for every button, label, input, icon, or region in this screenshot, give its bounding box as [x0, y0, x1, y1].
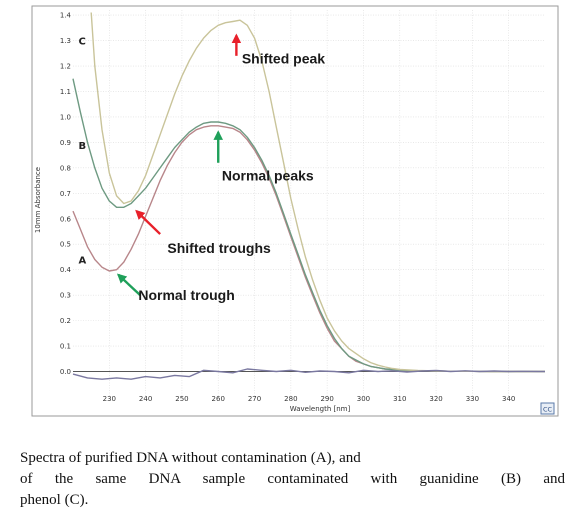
y-tick-label: 0.8 [60, 164, 71, 172]
y-tick-label: 0.5 [60, 241, 71, 249]
y-tick-label: 0.1 [60, 343, 71, 351]
x-tick-label: 260 [212, 395, 225, 403]
caption-line-1: Spectra of purified DNA without contamin… [20, 450, 361, 466]
x-tick-label: 320 [429, 395, 442, 403]
x-tick-label: 330 [466, 395, 479, 403]
series-labels: C B A [78, 37, 86, 267]
y-tick-label: 1.4 [60, 12, 72, 20]
x-tick-label: 280 [284, 395, 297, 403]
x-tick-label: 340 [502, 395, 515, 403]
x-tick-label: 310 [393, 395, 406, 403]
annotation-label: Shifted troughs [167, 240, 271, 256]
y-tick-label: 0.7 [60, 190, 71, 198]
series-line-blank [72, 368, 545, 380]
annotation-label: Normal peaks [222, 167, 314, 183]
x-tick-label: 300 [357, 395, 370, 403]
caption-line-2: of the same DNA sample contaminated with… [20, 471, 565, 487]
y-tick-label: 0.9 [60, 139, 71, 147]
spectra-chart: 230 240 250 260 270 280 290 300 310 320 330 340 0.0 0… [31, 5, 559, 417]
x-tick-label: 240 [139, 395, 152, 403]
figure-caption: Spectra of purified DNA without contamin… [20, 448, 565, 511]
y-tick-label: 0.2 [60, 317, 71, 325]
spectra-figure: 230 240 250 260 270 280 290 300 310 320 330 340 0.0 0… [31, 5, 559, 417]
corner-icon[interactable]: CC [540, 402, 555, 415]
x-tick-label: 270 [248, 395, 261, 403]
series-line-c [90, 12, 545, 373]
y-tick-label: 0.6 [60, 215, 72, 223]
plot-frame [31, 5, 559, 417]
y-tick-label: 1.2 [60, 63, 71, 71]
y-tick-label: 1.3 [60, 37, 71, 45]
corner-icon-label: CC [543, 406, 553, 414]
annotations: Shifted peak Normal peaks Shifted troughs N… [116, 33, 325, 303]
annotation-arrow [135, 209, 161, 235]
grid [73, 10, 545, 397]
x-axis-title: Wavelength [nm] [290, 405, 351, 413]
series-lines [72, 12, 545, 380]
y-tick-label: 0.4 [60, 266, 72, 274]
series-label-a: A [78, 256, 86, 267]
y-tick-label: 0.0 [60, 368, 71, 376]
x-tick-label: 290 [320, 395, 333, 403]
y-axis-title: 10mm Absorbance [34, 167, 42, 233]
series-line-b [72, 78, 545, 373]
annotation-label: Shifted peak [242, 50, 325, 66]
caption-line-3: phenol (C). [20, 492, 89, 508]
tick-labels: 230 240 250 260 270 280 290 300 310 320 330 340 0.0 0… [60, 12, 516, 403]
annotation-arrow [116, 273, 141, 297]
y-tick-label: 1.0 [60, 113, 71, 121]
annotation-label: Normal trough [138, 287, 234, 303]
x-tick-label: 230 [103, 395, 116, 403]
y-tick-label: 0.3 [60, 292, 71, 300]
series-label-c: C [78, 37, 85, 48]
series-label-b: B [78, 141, 86, 152]
y-tick-label: 1.1 [60, 88, 71, 96]
x-tick-label: 250 [175, 395, 188, 403]
